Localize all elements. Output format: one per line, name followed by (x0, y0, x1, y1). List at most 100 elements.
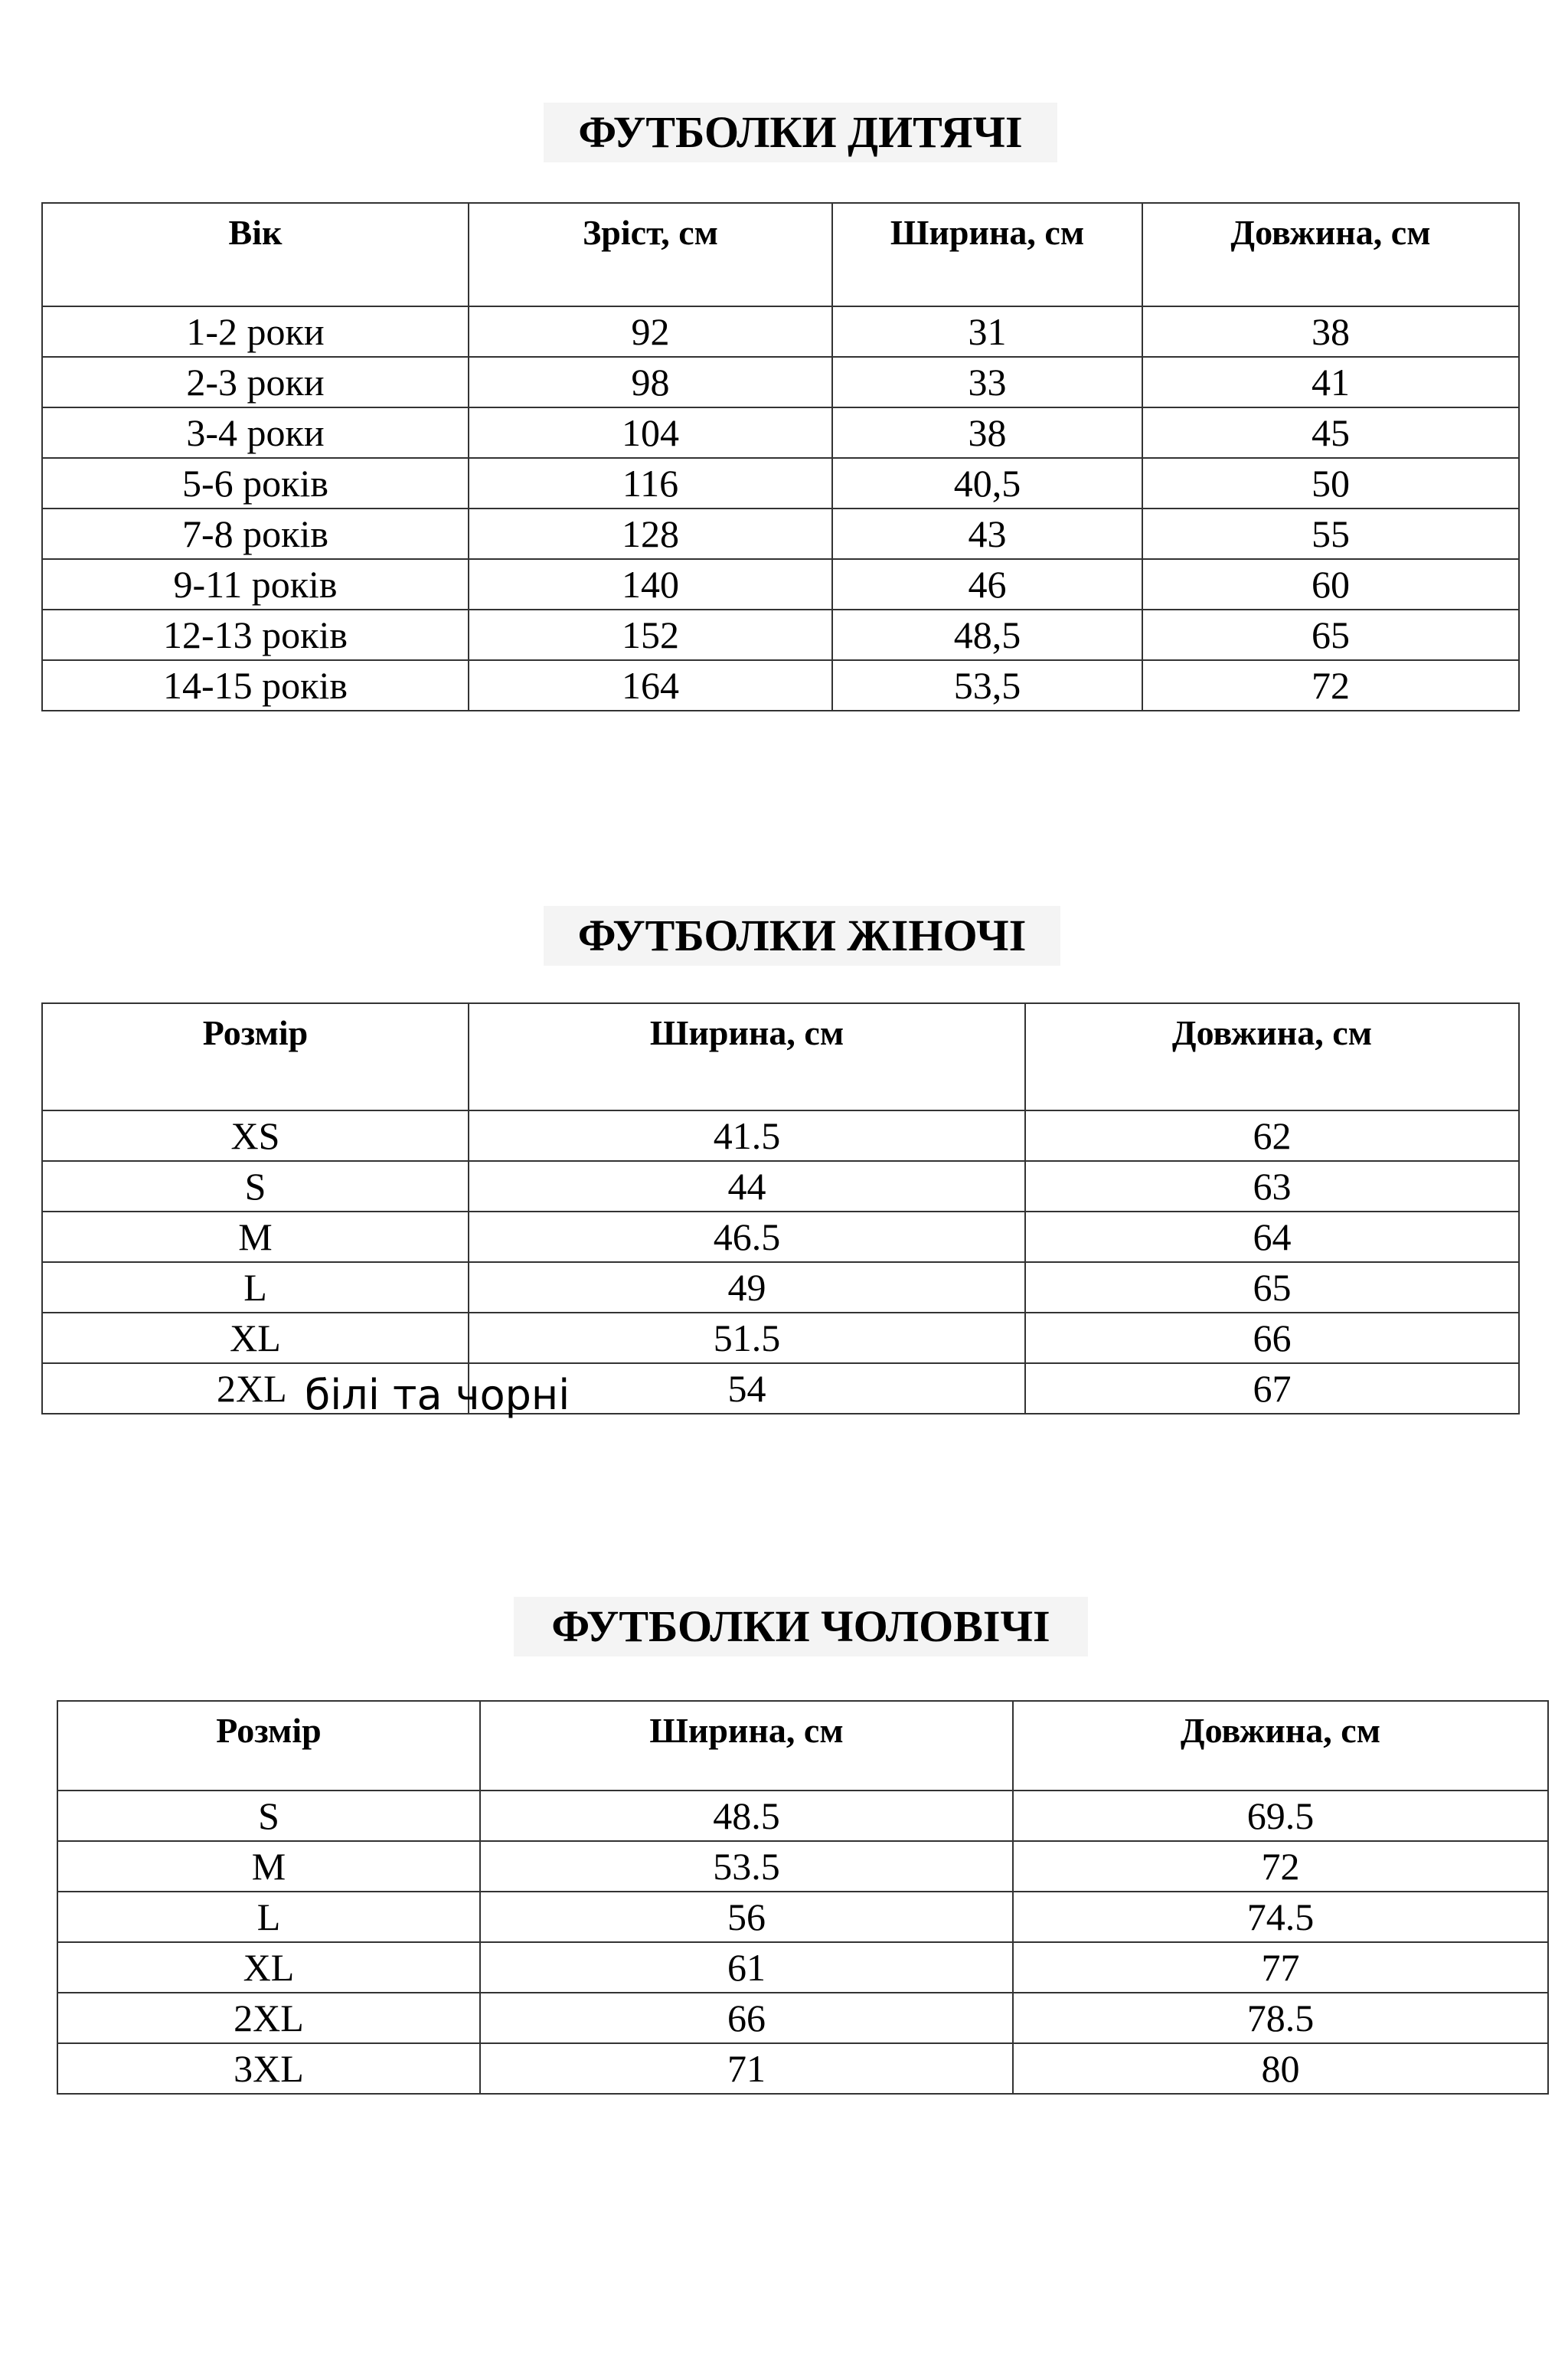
table-row: 2XL 66 78.5 (57, 1992, 1549, 2044)
column-header: Розмір (57, 1700, 481, 1791)
table-cell: 63 (1024, 1160, 1520, 1212)
men-title: ФУТБОЛКИ ЧОЛОВІЧІ (514, 1597, 1088, 1656)
header-row: Вік Зріст, см Ширина, см Довжина, см (41, 202, 1520, 307)
table-cell: 38 (1142, 306, 1520, 358)
table-row: L 49 65 (41, 1261, 1520, 1313)
table-cell: 61 (479, 1941, 1014, 1993)
table-row: S 44 63 (41, 1160, 1520, 1212)
header-row: Розмір Ширина, см Довжина, см (41, 1002, 1520, 1111)
table-row: 7-8 років 128 43 55 (41, 508, 1520, 560)
table-row: M 53.5 72 (57, 1840, 1549, 1892)
table-cell: XL (41, 1312, 469, 1364)
table-cell: 164 (468, 659, 833, 711)
women-size-table: Розмір Ширина, см Довжина, см XS 41.5 62 S 44 63… (41, 1002, 1520, 1414)
table-cell: 69.5 (1012, 1790, 1549, 1842)
table-cell: 56 (479, 1891, 1014, 1943)
color-note: білі та чорні (305, 1371, 570, 1419)
table-cell: 62 (1024, 1110, 1520, 1162)
table-cell: 2XL (41, 1362, 469, 1414)
table-cell: 46.5 (468, 1211, 1026, 1263)
table-cell: 53,5 (831, 659, 1143, 711)
table-cell: 41 (1142, 356, 1520, 408)
table-cell: 46 (831, 558, 1143, 610)
table-cell: 92 (468, 306, 833, 358)
table-cell: 74.5 (1012, 1891, 1549, 1943)
men-size-table: Розмір Ширина, см Довжина, см S 48.5 69.5 M 53.… (57, 1700, 1549, 2095)
table-cell: 43 (831, 508, 1143, 560)
table-cell: 12-13 років (41, 609, 469, 661)
table-row: 2-3 роки 98 33 41 (41, 356, 1520, 408)
table-cell: 48,5 (831, 609, 1143, 661)
table-cell: S (41, 1160, 469, 1212)
table-cell: 60 (1142, 558, 1520, 610)
table-cell: 14-15 років (41, 659, 469, 711)
table-cell: 72 (1142, 659, 1520, 711)
table-cell: 65 (1142, 609, 1520, 661)
table-cell: 67 (1024, 1362, 1520, 1414)
table-row: 1-2 роки 92 31 38 (41, 306, 1520, 358)
table-cell: M (57, 1840, 481, 1892)
table-row: 14-15 років 164 53,5 72 (41, 659, 1520, 711)
table-cell: XS (41, 1110, 469, 1162)
table-row: 2XL 54 67 (41, 1362, 1520, 1414)
table-cell: 53.5 (479, 1840, 1014, 1892)
table-row: 9-11 років 140 46 60 (41, 558, 1520, 610)
column-header: Довжина, см (1012, 1700, 1549, 1791)
table-row: 3XL 71 80 (57, 2042, 1549, 2095)
table-row: XL 51.5 66 (41, 1312, 1520, 1364)
table-cell: 41.5 (468, 1110, 1026, 1162)
table-cell: XL (57, 1941, 481, 1993)
table-cell: 3XL (57, 2042, 481, 2095)
table-cell: 33 (831, 356, 1143, 408)
table-cell: 77 (1012, 1941, 1549, 1993)
table-cell: M (41, 1211, 469, 1263)
table-cell: 5-6 років (41, 457, 469, 509)
table-cell: 80 (1012, 2042, 1549, 2095)
table-cell: 66 (1024, 1312, 1520, 1364)
women-title: ФУТБОЛКИ ЖІНОЧІ (544, 906, 1060, 966)
table-cell: 71 (479, 2042, 1014, 2095)
table-cell: 38 (831, 407, 1143, 459)
table-cell: L (57, 1891, 481, 1943)
table-cell: 64 (1024, 1211, 1520, 1263)
table-cell: 50 (1142, 457, 1520, 509)
table-cell: 1-2 роки (41, 306, 469, 358)
table-cell: 44 (468, 1160, 1026, 1212)
table-cell: 66 (479, 1992, 1014, 2044)
table-cell: 116 (468, 457, 833, 509)
table-cell: 78.5 (1012, 1992, 1549, 2044)
table-row: M 46.5 64 (41, 1211, 1520, 1263)
column-header: Довжина, см (1024, 1002, 1520, 1111)
column-header: Довжина, см (1142, 202, 1520, 307)
table-cell: S (57, 1790, 481, 1842)
table-cell: 51.5 (468, 1312, 1026, 1364)
table-cell: 98 (468, 356, 833, 408)
table-cell: 55 (1142, 508, 1520, 560)
table-cell: 7-8 років (41, 508, 469, 560)
table-cell: 49 (468, 1261, 1026, 1313)
column-header: Вік (41, 202, 469, 307)
table-cell: 152 (468, 609, 833, 661)
table-cell: 9-11 років (41, 558, 469, 610)
header-row: Розмір Ширина, см Довжина, см (57, 1700, 1549, 1791)
table-cell: 65 (1024, 1261, 1520, 1313)
column-header: Ширина, см (468, 1002, 1026, 1111)
table-row: 12-13 років 152 48,5 65 (41, 609, 1520, 661)
column-header: Розмір (41, 1002, 469, 1111)
table-cell: L (41, 1261, 469, 1313)
table-cell: 128 (468, 508, 833, 560)
table-cell: 104 (468, 407, 833, 459)
table-cell: 2-3 роки (41, 356, 469, 408)
table-row: L 56 74.5 (57, 1891, 1549, 1943)
table-cell: 31 (831, 306, 1143, 358)
table-cell: 48.5 (479, 1790, 1014, 1842)
table-row: 3-4 роки 104 38 45 (41, 407, 1520, 459)
table-row: XL 61 77 (57, 1941, 1549, 1993)
table-cell: 3-4 роки (41, 407, 469, 459)
table-row: XS 41.5 62 (41, 1110, 1520, 1162)
table-cell: 40,5 (831, 457, 1143, 509)
table-row: S 48.5 69.5 (57, 1790, 1549, 1842)
column-header: Ширина, см (479, 1700, 1014, 1791)
table-cell: 2XL (57, 1992, 481, 2044)
table-row: 5-6 років 116 40,5 50 (41, 457, 1520, 509)
